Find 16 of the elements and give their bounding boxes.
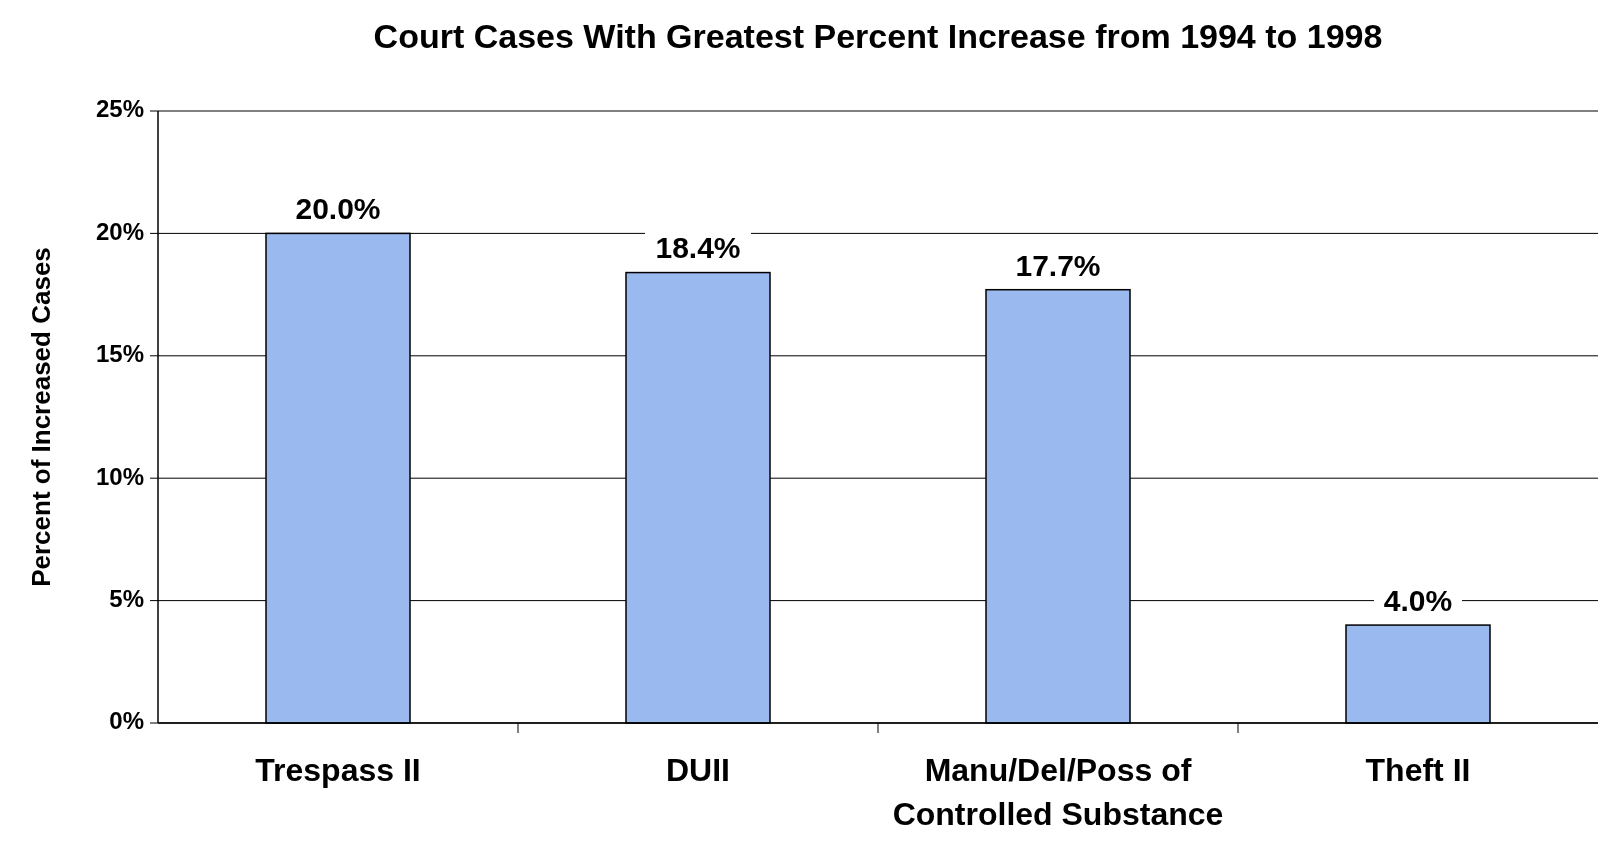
x-tick-label: DUII [666,752,730,788]
data-label: 18.4% [655,231,741,265]
y-tick-label: 20% [95,217,144,245]
data-label: 20.0% [295,192,381,226]
x-tick-label: Trespass II [255,752,421,788]
y-tick-label: 0% [109,707,144,735]
y-tick-label: 5% [109,584,144,612]
x-tick-label: Theft II [1365,752,1471,788]
y-tick-label: 15% [95,340,144,368]
y-tick-label: 10% [95,462,144,490]
y-tick-label: 25% [95,95,144,123]
chart-title: Court Cases With Greatest Percent Increase from 1994 to 1998 [373,17,1383,55]
x-tick-label: Manu/Del/Poss of Controlled Substance [892,752,1224,832]
y-axis-title: Percent of Increased Cases [26,247,56,587]
data-label: 17.7% [1015,248,1101,282]
data-label: 4.0% [1383,584,1453,617]
